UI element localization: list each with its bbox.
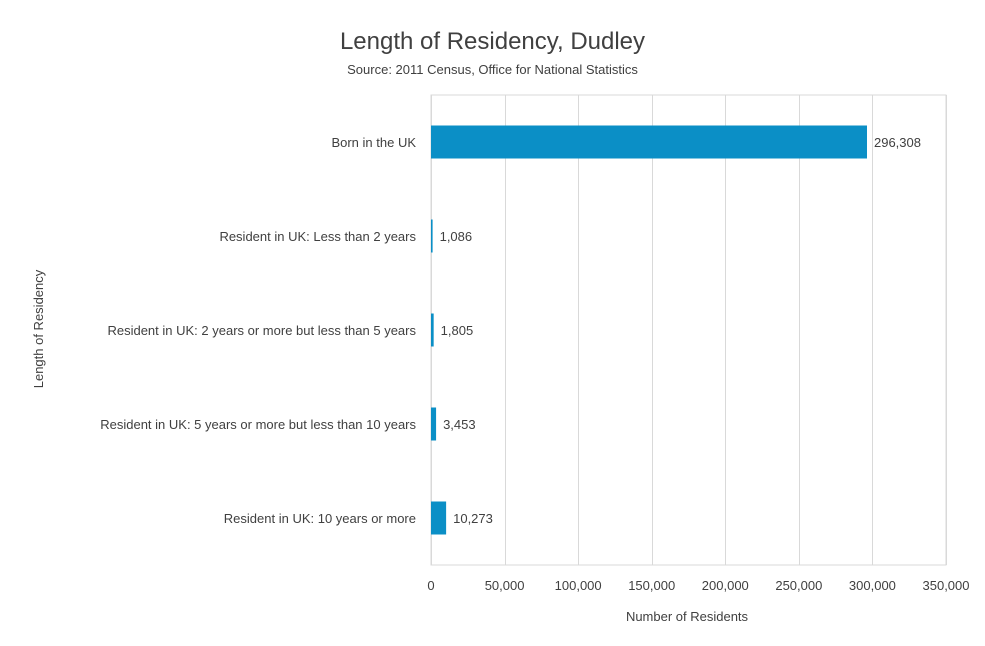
data-label: 3,453 bbox=[443, 417, 476, 432]
gridlines bbox=[430, 94, 947, 566]
bar bbox=[431, 407, 437, 441]
bar bbox=[431, 501, 447, 535]
x-tick-label: 50,000 bbox=[485, 578, 525, 593]
x-tick-label: 0 bbox=[427, 578, 434, 593]
x-tick-label: 350,000 bbox=[923, 578, 970, 593]
bars bbox=[431, 125, 867, 535]
x-tick-label: 150,000 bbox=[628, 578, 675, 593]
y-category-label: Resident in UK: Less than 2 years bbox=[219, 229, 416, 244]
data-label: 1,086 bbox=[440, 229, 473, 244]
x-tick-label: 250,000 bbox=[775, 578, 822, 593]
x-axis-title: Number of Residents bbox=[626, 609, 749, 624]
y-category-label: Resident in UK: 2 years or more but less… bbox=[107, 323, 416, 338]
data-label: 10,273 bbox=[453, 511, 493, 526]
chart-title: Length of Residency, Dudley bbox=[339, 28, 646, 55]
x-tick-label: 300,000 bbox=[849, 578, 896, 593]
y-axis-title: Length of Residency bbox=[31, 269, 46, 388]
data-label: 296,308 bbox=[874, 135, 921, 150]
labels: 0 50,000 100,000 150,000 200,000 250,000 300,0… bbox=[100, 135, 969, 593]
data-label: 1,805 bbox=[441, 323, 474, 338]
bar bbox=[431, 125, 867, 159]
bar bbox=[431, 219, 433, 253]
chart-subtitle: Source: 2011 Census, Office for National… bbox=[347, 62, 638, 77]
bar bbox=[431, 313, 434, 347]
y-category-label: Resident in UK: 5 years or more but less… bbox=[100, 417, 416, 432]
y-category-label: Born in the UK bbox=[331, 135, 416, 150]
y-category-label: Resident in UK: 10 years or more bbox=[224, 511, 416, 526]
x-tick-label: 100,000 bbox=[555, 578, 602, 593]
plot-area-border bbox=[430, 94, 947, 566]
x-tick-label: 200,000 bbox=[702, 578, 749, 593]
